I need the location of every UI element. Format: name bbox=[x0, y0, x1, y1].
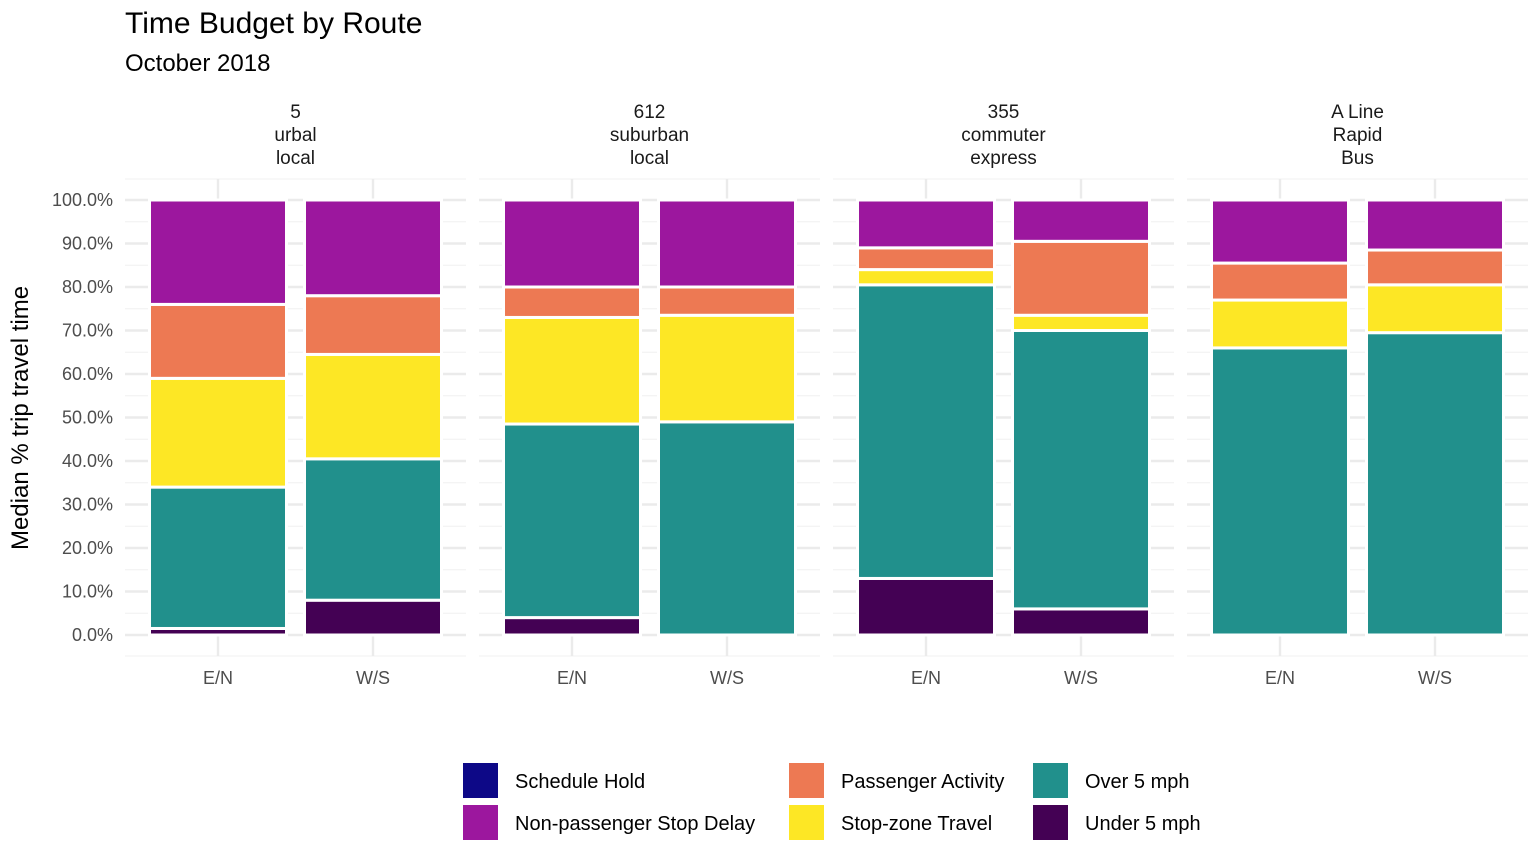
legend-item: Stop-zone Travel bbox=[789, 805, 992, 840]
y-tick-label: 40.0% bbox=[62, 451, 113, 471]
y-tick-label: 60.0% bbox=[62, 364, 113, 384]
y-tick-label: 0.0% bbox=[72, 625, 113, 645]
legend-label: Passenger Activity bbox=[841, 771, 1004, 793]
facet-label-line: suburban bbox=[610, 125, 689, 146]
bar-segment bbox=[657, 313, 797, 424]
facet-label-line: urbal bbox=[274, 125, 316, 146]
x-tick-label: E/N bbox=[1265, 668, 1295, 688]
legend-item: Schedule Hold bbox=[463, 763, 645, 798]
facet-label-line: A Line bbox=[1331, 102, 1384, 123]
bar-segment bbox=[303, 352, 443, 461]
y-tick-label: 80.0% bbox=[62, 277, 113, 297]
bar-segment bbox=[303, 598, 443, 637]
legend-label: Under 5 mph bbox=[1085, 813, 1201, 835]
legend-swatch bbox=[789, 805, 824, 840]
bar-segment bbox=[856, 283, 996, 580]
chart-subtitle: October 2018 bbox=[125, 50, 270, 77]
bar-segment bbox=[856, 576, 996, 637]
facet-label-line: express bbox=[970, 148, 1037, 169]
bar-segment bbox=[1210, 346, 1350, 637]
x-tick-label: W/S bbox=[710, 668, 744, 688]
bar-segment bbox=[148, 302, 288, 380]
y-tick-label: 30.0% bbox=[62, 495, 113, 515]
legend-swatch bbox=[1033, 763, 1068, 798]
bar-segment bbox=[657, 285, 797, 317]
bar-segment bbox=[657, 198, 797, 289]
bar-segment bbox=[856, 268, 996, 287]
bar-segment bbox=[1365, 198, 1505, 252]
legend-item: Under 5 mph bbox=[1033, 805, 1201, 840]
y-ticks-group: 0.0% 10.0% 20.0% 30.0% 40.0% 50.0% 60.0% 70.0% 8… bbox=[52, 190, 113, 645]
chart-title: Time Budget by Route bbox=[125, 7, 422, 40]
facet-label-line: local bbox=[630, 148, 669, 169]
facet-label-line: commuter bbox=[961, 125, 1046, 146]
bar-segment bbox=[1011, 607, 1151, 637]
bar-segment bbox=[657, 420, 797, 637]
facet-label-line: 5 bbox=[290, 102, 301, 123]
legend-item: Over 5 mph bbox=[1033, 763, 1189, 798]
bar-segment bbox=[148, 376, 288, 489]
legend-swatch bbox=[463, 805, 498, 840]
x-tick-label: E/N bbox=[911, 668, 941, 688]
bar-segment bbox=[1011, 239, 1151, 317]
legend-label: Schedule Hold bbox=[515, 771, 645, 793]
y-axis-label: Median % trip travel time bbox=[7, 286, 34, 550]
bar-segment bbox=[303, 198, 443, 298]
bar-segment bbox=[1210, 198, 1350, 265]
y-tick-label: 100.0% bbox=[52, 190, 113, 210]
legend-item: Passenger Activity bbox=[789, 763, 1004, 798]
bar-segment bbox=[1210, 298, 1350, 350]
legend-swatch bbox=[463, 763, 498, 798]
y-tick-label: 20.0% bbox=[62, 538, 113, 558]
bar-segment bbox=[1210, 261, 1350, 302]
bar-segment bbox=[303, 294, 443, 356]
bar-segment bbox=[502, 285, 642, 319]
x-tick-label: E/N bbox=[557, 668, 587, 688]
bar-segment bbox=[502, 616, 642, 637]
legend-swatch bbox=[789, 763, 824, 798]
x-tick-label: W/S bbox=[1418, 668, 1452, 688]
bar-segment bbox=[148, 485, 288, 630]
facet-label-line: Rapid bbox=[1333, 125, 1383, 146]
y-tick-label: 70.0% bbox=[62, 321, 113, 341]
bar-segment bbox=[1365, 331, 1505, 637]
bar-segment bbox=[1011, 198, 1151, 243]
bar-segment bbox=[856, 198, 996, 250]
bar-segment bbox=[856, 246, 996, 272]
bar-segment bbox=[502, 315, 642, 426]
y-tick-label: 10.0% bbox=[62, 582, 113, 602]
bar-segment bbox=[303, 457, 443, 602]
bar-segment bbox=[1365, 248, 1505, 287]
legend-label: Non-passenger Stop Delay bbox=[515, 813, 755, 835]
legend-swatch bbox=[1033, 805, 1068, 840]
bar-segment bbox=[1011, 313, 1151, 332]
legend-label: Stop-zone Travel bbox=[841, 813, 992, 835]
legend-label: Over 5 mph bbox=[1085, 771, 1189, 793]
x-tick-label: W/S bbox=[356, 668, 390, 688]
legend: Schedule Hold Non-passenger Stop Delay Pas… bbox=[463, 763, 1201, 840]
bar-segment bbox=[1365, 283, 1505, 335]
bar-segment bbox=[148, 198, 288, 306]
y-tick-label: 50.0% bbox=[62, 408, 113, 428]
x-tick-label: W/S bbox=[1064, 668, 1098, 688]
y-tick-label: 90.0% bbox=[62, 234, 113, 254]
legend-item: Non-passenger Stop Delay bbox=[463, 805, 755, 840]
x-tick-label: E/N bbox=[203, 668, 233, 688]
facet-label-line: 355 bbox=[988, 102, 1020, 123]
bar-segment bbox=[502, 198, 642, 289]
bar-segment bbox=[1011, 329, 1151, 611]
facet-label-line: Bus bbox=[1341, 148, 1374, 169]
facet-label-line: local bbox=[276, 148, 315, 169]
facet-label-line: 612 bbox=[634, 102, 666, 123]
bar-segment bbox=[502, 422, 642, 620]
